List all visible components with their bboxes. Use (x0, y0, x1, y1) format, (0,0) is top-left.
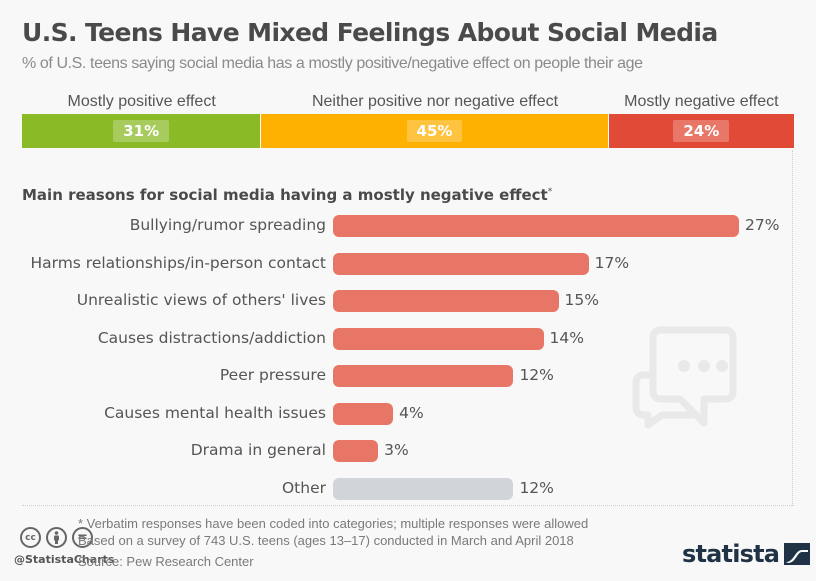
divider-horizontal (22, 505, 794, 506)
twitter-handle[interactable]: @StatistaCharts (14, 553, 115, 566)
statista-logo-icon (784, 543, 811, 565)
bar (333, 477, 514, 500)
footnote-source: Source: Pew Research Center (78, 554, 254, 569)
segment-category-label: Mostly positive effect (67, 93, 216, 110)
chart-title: U.S. Teens Have Mixed Feelings About Soc… (22, 18, 718, 47)
bar (333, 440, 379, 462)
segment-value-label: 45% (406, 120, 463, 142)
by-icon (46, 527, 67, 548)
bar-value-label: 3% (384, 441, 409, 459)
cc-icon: cc (20, 527, 41, 548)
bar (333, 402, 394, 425)
license-icons: cc = (20, 527, 93, 548)
statista-logo[interactable]: statista (682, 540, 811, 568)
bar (333, 327, 544, 350)
bar (333, 290, 559, 312)
segment-category-label: Mostly negative effect (624, 93, 779, 110)
bar-category-label: Bullying/rumor spreading (129, 216, 326, 234)
bar (333, 215, 739, 237)
section-title: Main reasons for social media having a m… (22, 186, 552, 204)
bar-value-label: 4% (399, 403, 424, 422)
section-title-text: Main reasons for social media having a m… (22, 186, 548, 204)
footnote-note: * Verbatim responses have been coded int… (78, 516, 589, 531)
stacked-bar: 31% 45% 24% (22, 114, 794, 148)
nd-icon: = (72, 527, 93, 548)
stacked-segment: 24% (608, 114, 794, 148)
bar-category-label: Causes mental health issues (104, 403, 326, 422)
segment-value-label: 31% (113, 120, 170, 142)
bar-value-label: 17% (594, 253, 630, 272)
bar (333, 365, 514, 387)
segment-category-label: Neither positive nor negative effect (311, 93, 559, 110)
chat-bubbles-icon (632, 326, 737, 429)
footnote-survey: Based on a survey of 743 U.S. teens (age… (78, 533, 574, 548)
divider-vertical (792, 150, 793, 506)
bar-value-label: 12% (519, 366, 554, 384)
bar (333, 252, 589, 275)
chart-subtitle: % of U.S. teens saying social media has … (22, 55, 643, 72)
bar-category-label: Harms relationships/in-person contact (30, 253, 326, 272)
bar-value-label: 12% (519, 478, 554, 497)
bar-value-label: 27% (745, 216, 780, 234)
bar-category-label: Causes distractions/addiction (97, 328, 326, 347)
bar-value-label: 15% (564, 291, 599, 309)
footnote-marker: * (547, 187, 553, 197)
bar-category-label: Drama in general (190, 441, 326, 459)
bar-category-label: Other (281, 478, 326, 497)
stacked-segment: 45% (261, 114, 609, 148)
bar-category-label: Peer pressure (219, 366, 326, 384)
bar-category-label: Unrealistic views of others' lives (76, 291, 326, 309)
statista-logo-text: statista (682, 540, 780, 568)
stacked-segment: 31% (22, 114, 262, 148)
bar-value-label: 14% (549, 328, 584, 347)
segment-value-label: 24% (673, 120, 730, 142)
